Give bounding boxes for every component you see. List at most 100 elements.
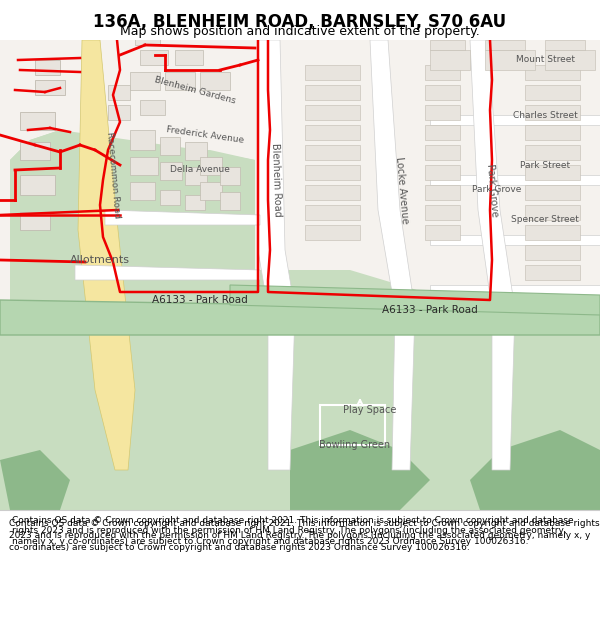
FancyBboxPatch shape bbox=[135, 35, 160, 45]
FancyBboxPatch shape bbox=[305, 125, 360, 140]
FancyBboxPatch shape bbox=[425, 225, 460, 240]
Polygon shape bbox=[78, 40, 135, 470]
FancyBboxPatch shape bbox=[430, 50, 470, 70]
FancyBboxPatch shape bbox=[20, 112, 55, 130]
FancyBboxPatch shape bbox=[525, 225, 580, 240]
FancyBboxPatch shape bbox=[525, 105, 580, 120]
FancyBboxPatch shape bbox=[525, 85, 580, 100]
FancyBboxPatch shape bbox=[305, 105, 360, 120]
FancyBboxPatch shape bbox=[425, 145, 460, 160]
FancyBboxPatch shape bbox=[108, 105, 130, 120]
FancyBboxPatch shape bbox=[200, 182, 222, 200]
FancyBboxPatch shape bbox=[425, 205, 460, 220]
FancyBboxPatch shape bbox=[525, 265, 580, 280]
Text: A6133 - Park Road: A6133 - Park Road bbox=[382, 305, 478, 315]
FancyBboxPatch shape bbox=[485, 40, 525, 50]
Text: Park Grove: Park Grove bbox=[472, 186, 521, 194]
Text: Contains OS data © Crown copyright and database right 2021. This information is : Contains OS data © Crown copyright and d… bbox=[12, 516, 574, 546]
Text: Bowling Green: Bowling Green bbox=[319, 440, 391, 450]
FancyBboxPatch shape bbox=[165, 72, 195, 90]
FancyBboxPatch shape bbox=[525, 245, 580, 260]
Polygon shape bbox=[75, 265, 260, 280]
FancyBboxPatch shape bbox=[160, 162, 182, 180]
Polygon shape bbox=[258, 40, 295, 470]
FancyBboxPatch shape bbox=[305, 185, 360, 200]
FancyBboxPatch shape bbox=[525, 65, 580, 80]
Text: Blenheim Road: Blenheim Road bbox=[270, 143, 282, 217]
Text: Park Street: Park Street bbox=[520, 161, 570, 169]
Polygon shape bbox=[10, 130, 255, 390]
Text: A6133 - Park Road: A6133 - Park Road bbox=[152, 295, 248, 305]
Polygon shape bbox=[230, 285, 600, 315]
Polygon shape bbox=[430, 285, 600, 295]
FancyBboxPatch shape bbox=[305, 145, 360, 160]
FancyBboxPatch shape bbox=[305, 205, 360, 220]
FancyBboxPatch shape bbox=[220, 167, 240, 185]
FancyBboxPatch shape bbox=[525, 125, 580, 140]
FancyBboxPatch shape bbox=[140, 50, 168, 65]
Polygon shape bbox=[0, 450, 70, 510]
FancyBboxPatch shape bbox=[20, 142, 50, 160]
Polygon shape bbox=[105, 210, 260, 225]
Text: Contains OS data © Crown copyright and database right 2021. This information is : Contains OS data © Crown copyright and d… bbox=[9, 519, 599, 552]
FancyBboxPatch shape bbox=[425, 185, 460, 200]
FancyBboxPatch shape bbox=[130, 72, 160, 90]
FancyBboxPatch shape bbox=[200, 157, 222, 175]
Polygon shape bbox=[370, 40, 415, 470]
FancyBboxPatch shape bbox=[425, 85, 460, 100]
FancyBboxPatch shape bbox=[130, 157, 158, 175]
Text: Locke Avenue: Locke Avenue bbox=[394, 156, 410, 224]
Polygon shape bbox=[430, 175, 600, 185]
Text: Park Grove: Park Grove bbox=[485, 163, 499, 217]
Text: Spencer Street: Spencer Street bbox=[511, 216, 579, 224]
FancyBboxPatch shape bbox=[305, 165, 360, 180]
FancyBboxPatch shape bbox=[305, 225, 360, 240]
FancyBboxPatch shape bbox=[160, 190, 180, 205]
Polygon shape bbox=[0, 40, 600, 510]
Text: Allotments: Allotments bbox=[70, 255, 130, 265]
FancyBboxPatch shape bbox=[525, 185, 580, 200]
FancyBboxPatch shape bbox=[175, 50, 203, 65]
FancyBboxPatch shape bbox=[425, 65, 460, 80]
Text: Della Avenue: Della Avenue bbox=[170, 166, 230, 174]
Text: 136A, BLENHEIM ROAD, BARNSLEY, S70 6AU: 136A, BLENHEIM ROAD, BARNSLEY, S70 6AU bbox=[94, 12, 506, 31]
Polygon shape bbox=[470, 430, 600, 510]
FancyBboxPatch shape bbox=[130, 182, 155, 200]
FancyBboxPatch shape bbox=[305, 85, 360, 100]
FancyBboxPatch shape bbox=[185, 142, 207, 160]
FancyBboxPatch shape bbox=[108, 85, 130, 100]
FancyBboxPatch shape bbox=[545, 40, 585, 50]
FancyBboxPatch shape bbox=[545, 50, 595, 70]
FancyBboxPatch shape bbox=[425, 165, 460, 180]
FancyBboxPatch shape bbox=[425, 125, 460, 140]
FancyBboxPatch shape bbox=[185, 167, 207, 185]
Polygon shape bbox=[0, 130, 600, 510]
FancyBboxPatch shape bbox=[20, 175, 55, 195]
Polygon shape bbox=[430, 115, 600, 125]
FancyBboxPatch shape bbox=[160, 137, 180, 155]
Text: Blenheim Gardens: Blenheim Gardens bbox=[154, 75, 236, 105]
Text: Frederick Avenue: Frederick Avenue bbox=[166, 125, 244, 145]
Polygon shape bbox=[470, 40, 515, 470]
FancyBboxPatch shape bbox=[185, 195, 205, 210]
Text: Charles Street: Charles Street bbox=[512, 111, 577, 119]
FancyBboxPatch shape bbox=[220, 192, 240, 210]
Text: Play Space: Play Space bbox=[343, 405, 397, 415]
Text: Mount Street: Mount Street bbox=[515, 56, 575, 64]
FancyBboxPatch shape bbox=[20, 212, 50, 230]
Polygon shape bbox=[430, 235, 600, 245]
FancyBboxPatch shape bbox=[35, 80, 65, 95]
FancyBboxPatch shape bbox=[430, 40, 465, 50]
Text: Racecommon Road: Racecommon Road bbox=[105, 131, 121, 219]
FancyBboxPatch shape bbox=[200, 72, 230, 90]
FancyBboxPatch shape bbox=[130, 130, 155, 150]
FancyBboxPatch shape bbox=[525, 145, 580, 160]
FancyBboxPatch shape bbox=[525, 165, 580, 180]
FancyBboxPatch shape bbox=[525, 205, 580, 220]
Text: Map shows position and indicative extent of the property.: Map shows position and indicative extent… bbox=[120, 24, 480, 38]
FancyBboxPatch shape bbox=[425, 105, 460, 120]
FancyBboxPatch shape bbox=[485, 50, 535, 70]
Polygon shape bbox=[0, 300, 600, 335]
Polygon shape bbox=[290, 430, 430, 510]
FancyBboxPatch shape bbox=[140, 100, 165, 115]
